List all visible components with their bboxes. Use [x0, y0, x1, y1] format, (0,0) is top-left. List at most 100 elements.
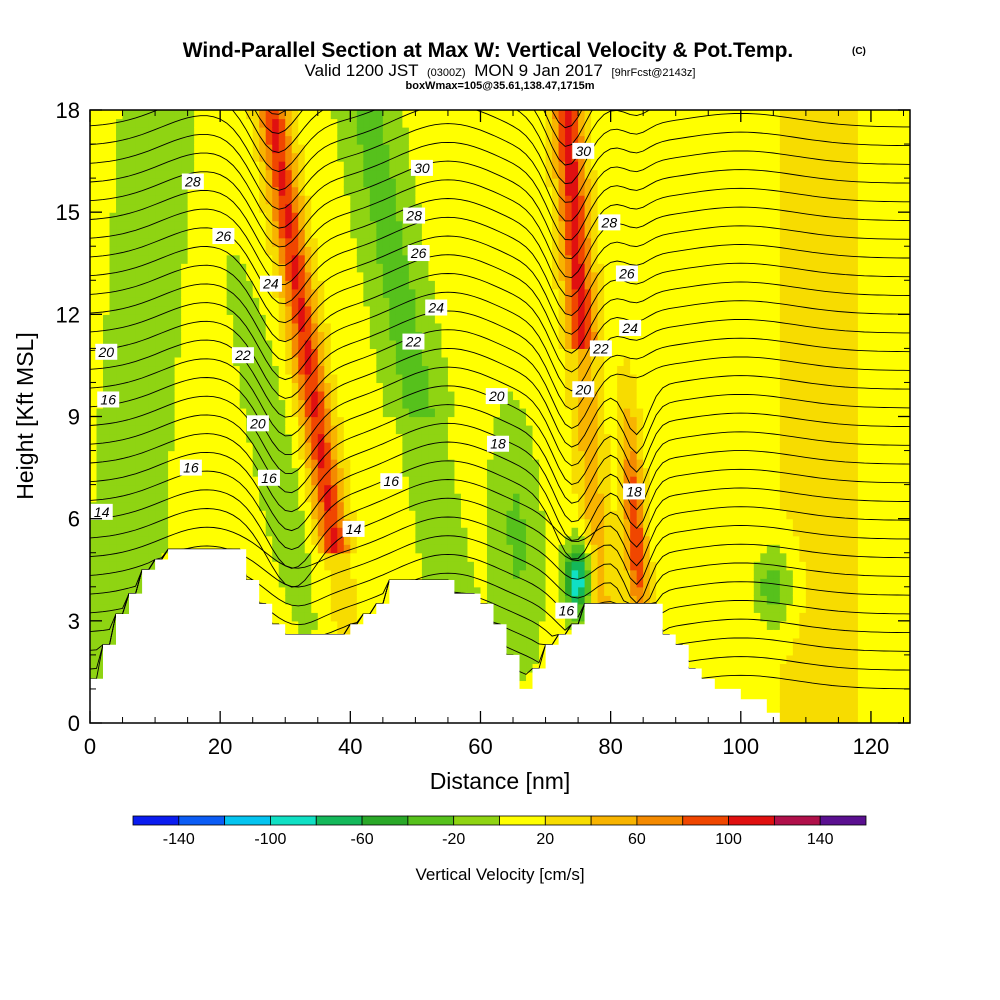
- contour-label: 20: [95, 343, 118, 360]
- colorbar-swatch: [315, 815, 363, 826]
- y-tick-label: 9: [68, 405, 80, 430]
- theta-contour-line: [90, 198, 910, 298]
- contour-label: 20: [485, 388, 508, 405]
- x-tick-label: 80: [598, 734, 622, 759]
- colorbar-swatch: [544, 815, 592, 826]
- colorbar-tick-label: 60: [628, 831, 646, 848]
- theta-contour-line: [90, 366, 910, 467]
- y-tick-label: 18: [56, 98, 80, 123]
- colorbar-swatch: [178, 815, 226, 826]
- x-tick-label: 120: [853, 734, 890, 759]
- contour-label: 16: [179, 459, 202, 476]
- subtitle-utc: (0300Z): [427, 67, 466, 79]
- contour-label: 16: [380, 473, 403, 490]
- colorbar-swatch: [636, 815, 684, 826]
- theta-contour-line: [90, 441, 910, 541]
- subtitle-valid: Valid 1200 JST: [305, 61, 419, 80]
- theta-contour-line: [90, 141, 910, 241]
- y-tick-label: 0: [68, 711, 80, 736]
- x-tick-label: 100: [722, 734, 759, 759]
- colorbar-swatch: [819, 815, 867, 826]
- y-tick-label: 12: [56, 302, 80, 327]
- colorbar-swatch: [682, 815, 729, 826]
- colorbar-tick-label: -20: [442, 831, 465, 848]
- theta-contour-line: [90, 479, 910, 569]
- contour-label: 26: [212, 228, 235, 245]
- colorbar-swatch: [132, 815, 180, 826]
- contour-label: 24: [619, 319, 642, 336]
- theta-contour-line: [90, 329, 910, 429]
- contour-label: 30: [572, 142, 595, 159]
- colorbar-title: Vertical Velocity [cm/s]: [415, 865, 584, 884]
- theta-contour-line: [90, 273, 910, 373]
- colorbar-tick-label: 20: [536, 831, 554, 848]
- colorbar-swatch: [499, 815, 546, 826]
- contour-label: 22: [589, 340, 612, 357]
- contour-label: 14: [342, 520, 365, 537]
- x-tick-label: 60: [468, 734, 492, 759]
- contour-label: 26: [407, 245, 430, 262]
- contour-label: 16: [257, 469, 280, 486]
- theta-contour-line: [90, 460, 910, 560]
- x-tick-label: 40: [338, 734, 362, 759]
- axes: 0 20 40 60 80 100 120 0 3 6 9 12 15 18: [56, 98, 910, 759]
- theta-contour-line: [90, 160, 910, 260]
- colorbar-swatch: [590, 815, 638, 826]
- contour-label: 30: [410, 159, 433, 176]
- subtitle-date: MON 9 Jan 2017: [474, 61, 603, 80]
- colorbar-swatch: [270, 815, 317, 826]
- contour-label: 20: [246, 415, 269, 432]
- x-tick-label: 0: [84, 734, 96, 759]
- contour-labels: 1416162022242628201614162224262830201822…: [90, 142, 646, 619]
- theta-contour-line: [90, 179, 910, 279]
- theta-contour-line: [90, 347, 910, 448]
- colorbar-swatch: [453, 815, 500, 826]
- theta-contour-line: [90, 497, 910, 588]
- contour-label: 28: [181, 173, 204, 190]
- contour-label: 28: [598, 214, 621, 231]
- y-tick-label: 15: [56, 200, 80, 225]
- theta-contour-line: [90, 110, 910, 203]
- contour-label: 24: [425, 299, 448, 316]
- colorbar-tick-label: -100: [254, 831, 286, 848]
- x-tick-label: 20: [208, 734, 232, 759]
- colorbar-swatch: [224, 815, 271, 826]
- theta-contour-line: [90, 516, 910, 604]
- theta-contour-line: [90, 254, 910, 354]
- theta-contour-line: [90, 404, 910, 504]
- colorbar-swatch: [407, 815, 455, 826]
- contour-label: 22: [231, 347, 254, 364]
- y-tick-label: 6: [68, 507, 80, 532]
- chart-subtitle: Valid 1200 JST (0300Z) MON 9 Jan 2017 [9…: [305, 61, 696, 80]
- subtitle-forecast: [9hrFcst@2143z]: [612, 67, 696, 79]
- colorbar-swatch: [361, 815, 409, 826]
- colorbar: -140 -100 -60 -20 20 60 100 140: [132, 815, 867, 848]
- theta-contour-line: [90, 291, 910, 392]
- contour-label: 22: [402, 333, 425, 350]
- chart-title: Wind-Parallel Section at Max W: Vertical…: [183, 39, 794, 62]
- colorbar-swatch: [728, 815, 775, 826]
- theta-contour-line: [90, 535, 910, 605]
- colorbar-tick-label: -140: [163, 831, 195, 848]
- contour-label: 28: [403, 207, 426, 224]
- terrain-profile: [90, 549, 910, 723]
- terrain-mask: [90, 549, 910, 723]
- theta-contour-line: [90, 310, 910, 411]
- contour-label: 16: [555, 602, 578, 619]
- box-info: boxWmax=105@35.61,138.47,1715m: [406, 80, 595, 92]
- colorbar-tick-label: -60: [351, 831, 374, 848]
- y-axis-title: Height [Kft MSL]: [12, 332, 38, 499]
- contour-label: 26: [615, 265, 638, 282]
- contour-label: 16: [97, 391, 120, 408]
- contour-label: 18: [487, 435, 510, 452]
- y-tick-label: 3: [68, 609, 80, 634]
- contour-label: 18: [623, 483, 646, 500]
- title-copyright-mark: (C): [852, 46, 866, 57]
- colorbar-tick-label: 100: [715, 831, 742, 848]
- contour-label: 24: [259, 275, 282, 292]
- colorbar-tick-label: 140: [807, 831, 834, 848]
- theta-contour-line: [90, 123, 910, 222]
- theta-contour-line: [90, 235, 910, 335]
- x-axis-title: Distance [nm]: [430, 768, 571, 794]
